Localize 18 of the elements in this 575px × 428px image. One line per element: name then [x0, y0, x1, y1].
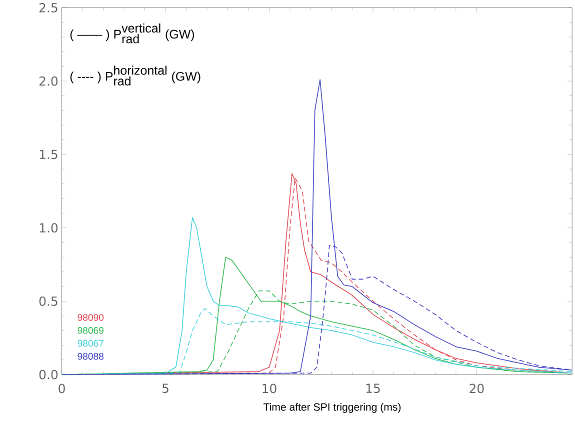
x-tick-label: 0	[58, 384, 65, 394]
y-tick-label: 1.5	[40, 150, 58, 160]
x-tick-label: 15	[366, 384, 380, 394]
text: 98069	[78, 327, 104, 334]
y-tick-label: 1.0	[40, 223, 58, 233]
annotation: $\mbox{( ---- ) P}_{\mbox{rad}}^{\mbox{horizontal}}\mbox{ (GW)}$	[70, 66, 200, 86]
text: 98067	[78, 340, 104, 347]
series-label: 98088	[78, 353, 104, 360]
text: 98090	[78, 314, 104, 322]
y-tick-label: 2.5	[39, 3, 58, 13]
y-tick-label: 0.5	[39, 296, 58, 306]
x-axis-title: Time after SPI triggering (ms)	[263, 403, 401, 414]
y-tick-label: 2.0	[39, 76, 58, 86]
annotation: $\mbox{( —— ) P}_{\mbox{rad}}^{\mbox{vertical}}\mbox{ (GW)}$	[70, 24, 194, 44]
x-tick-label: 5	[162, 384, 168, 394]
x-tick-label: 10	[262, 384, 276, 394]
y-tick-label: 0.0	[39, 370, 58, 380]
x-tick-label: 20	[470, 384, 484, 394]
